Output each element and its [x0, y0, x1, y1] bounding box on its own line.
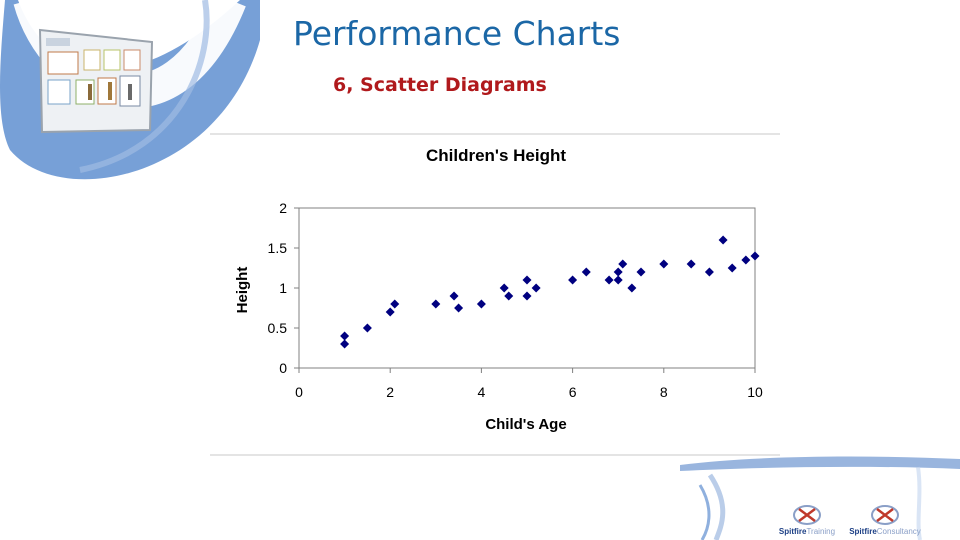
data-point: [504, 291, 514, 301]
y-axis-ticks: 0 0.5 1 1.5 2: [268, 200, 299, 376]
data-point: [627, 283, 637, 293]
x-tick-label: 6: [569, 384, 577, 400]
data-point: [362, 323, 372, 333]
data-point: [454, 303, 464, 313]
spitfire-training-logo-text: SpitfireTraining: [779, 527, 835, 536]
x-tick-label: 2: [386, 384, 394, 400]
data-point: [727, 263, 737, 273]
spitfire-training-logo: SpitfireTraining: [762, 500, 852, 536]
data-point: [618, 259, 628, 269]
data-point: [390, 299, 400, 309]
data-point: [636, 267, 646, 277]
y-tick-label: 1.5: [268, 240, 288, 256]
data-point: [741, 255, 751, 265]
spitfire-consultancy-logo-text-bold: Spitfire: [849, 527, 877, 536]
spitfire-logo-icon: [793, 505, 821, 525]
slide-title: Performance Charts: [293, 14, 621, 53]
plot-area: [298, 207, 756, 369]
data-point: [499, 283, 509, 293]
y-tick-label: 0.5: [268, 320, 288, 336]
data-point: [581, 267, 591, 277]
data-point: [704, 267, 714, 277]
data-point: [522, 275, 532, 285]
scatter-chart: Children's Height Height Child's Age 0 0.…: [210, 133, 780, 456]
decorative-brush-ring: [0, 0, 260, 180]
data-point: [750, 251, 760, 261]
data-point: [340, 331, 350, 341]
data-point: [340, 339, 350, 349]
x-tick-label: 10: [747, 384, 763, 400]
spitfire-consultancy-logo: SpitfireConsultancy: [840, 500, 930, 536]
data-point: [385, 307, 395, 317]
x-tick-label: 0: [295, 384, 303, 400]
y-axis-label: Height: [234, 267, 251, 314]
y-tick-label: 1: [279, 280, 287, 296]
x-axis-ticks: 0 2 4 6 8 10: [295, 368, 763, 400]
spitfire-training-logo-text-tail: Training: [806, 527, 836, 536]
x-tick-label: 4: [478, 384, 486, 400]
data-point: [718, 235, 728, 245]
data-point: [613, 275, 623, 285]
chart-title: Children's Height: [426, 146, 566, 165]
x-axis-label: Child's Age: [485, 416, 566, 433]
decorative-brush-corner: [680, 456, 960, 540]
data-point: [476, 299, 486, 309]
slide-subtitle: 6, Scatter Diagrams: [333, 74, 547, 96]
data-point: [613, 267, 623, 277]
whiteboard-thumbnail-image: [38, 28, 154, 134]
data-point: [604, 275, 614, 285]
spitfire-consultancy-logo-text: SpitfireConsultancy: [849, 527, 921, 536]
data-point: [522, 291, 532, 301]
data-point: [431, 299, 441, 309]
data-points: [340, 235, 760, 349]
y-tick-label: 0: [279, 360, 287, 376]
spitfire-consultancy-logo-text-tail: Consultancy: [876, 527, 921, 536]
spitfire-logo-icon: [871, 505, 899, 525]
data-point: [568, 275, 578, 285]
data-point: [449, 291, 459, 301]
y-tick-label: 2: [279, 200, 287, 216]
data-point: [686, 259, 696, 269]
spitfire-training-logo-text-bold: Spitfire: [778, 527, 807, 536]
data-point: [531, 283, 541, 293]
data-point: [659, 259, 669, 269]
x-tick-label: 8: [660, 384, 668, 400]
